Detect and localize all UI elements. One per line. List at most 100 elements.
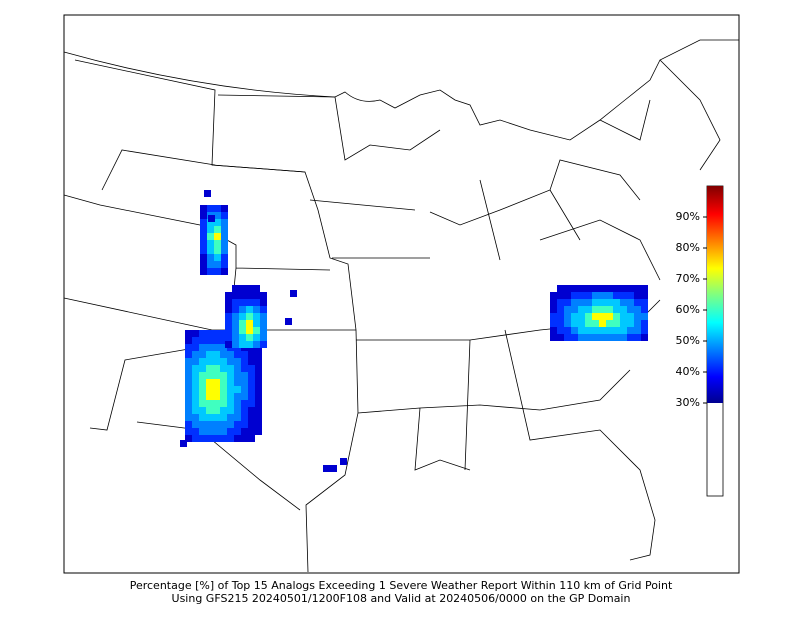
cell xyxy=(599,313,606,320)
cell xyxy=(260,306,267,313)
cell xyxy=(185,330,192,337)
colorbar-tick-label: 50% xyxy=(676,334,700,347)
cell xyxy=(641,320,648,327)
cell xyxy=(221,240,228,247)
cell xyxy=(585,306,592,313)
cell xyxy=(620,285,627,292)
cell xyxy=(246,320,253,327)
cell xyxy=(199,351,206,358)
cell xyxy=(592,299,599,306)
colorbar-tick-label: 80% xyxy=(676,241,700,254)
cell xyxy=(185,344,192,351)
cell xyxy=(232,285,239,292)
cell xyxy=(220,344,227,351)
cell xyxy=(627,306,634,313)
cell xyxy=(206,393,213,400)
cell xyxy=(578,285,585,292)
cell xyxy=(208,215,215,222)
cell xyxy=(620,306,627,313)
cell xyxy=(248,414,255,421)
cell xyxy=(220,379,227,386)
cell xyxy=(185,435,192,442)
colorbar-tick-label: 40% xyxy=(676,365,700,378)
cell xyxy=(234,379,241,386)
cell xyxy=(255,407,262,414)
cell xyxy=(260,292,267,299)
cell xyxy=(192,435,199,442)
colorbar-ticks: 30% 40% 50% 60% 70% 80% 90% xyxy=(676,210,707,409)
cell xyxy=(571,320,578,327)
cell xyxy=(248,421,255,428)
cell xyxy=(613,285,620,292)
cell xyxy=(199,428,206,435)
cell xyxy=(213,435,220,442)
cell xyxy=(634,320,641,327)
cell xyxy=(248,435,255,442)
cell xyxy=(185,379,192,386)
cell xyxy=(239,299,246,306)
cell xyxy=(234,428,241,435)
caption-line: Percentage [%] of Top 15 Analogs Exceedi… xyxy=(130,579,673,592)
cell xyxy=(253,341,260,348)
cell xyxy=(200,254,207,261)
cell xyxy=(220,386,227,393)
cell xyxy=(248,379,255,386)
cell xyxy=(578,320,585,327)
cell xyxy=(627,327,634,334)
cell xyxy=(232,341,239,348)
cell xyxy=(620,327,627,334)
cell xyxy=(578,327,585,334)
cell xyxy=(599,320,606,327)
cell xyxy=(221,254,228,261)
cell xyxy=(634,285,641,292)
cell xyxy=(227,372,234,379)
cell xyxy=(246,306,253,313)
cell xyxy=(234,421,241,428)
cell xyxy=(207,240,214,247)
cell xyxy=(214,219,221,226)
cell xyxy=(606,299,613,306)
cell xyxy=(239,306,246,313)
cell xyxy=(199,330,206,337)
cell xyxy=(260,299,267,306)
cell xyxy=(571,299,578,306)
cell xyxy=(192,407,199,414)
cell xyxy=(571,285,578,292)
cell xyxy=(241,358,248,365)
cell xyxy=(227,379,234,386)
cell xyxy=(578,299,585,306)
cell xyxy=(192,386,199,393)
cell xyxy=(207,261,214,268)
cell xyxy=(225,341,232,348)
cell xyxy=(599,327,606,334)
cell xyxy=(206,358,213,365)
cell xyxy=(214,261,221,268)
cell xyxy=(571,306,578,313)
cell xyxy=(592,313,599,320)
cell xyxy=(634,299,641,306)
cell xyxy=(185,351,192,358)
cell xyxy=(592,285,599,292)
cell xyxy=(206,344,213,351)
cell xyxy=(227,386,234,393)
cell xyxy=(234,358,241,365)
cell xyxy=(613,292,620,299)
cell xyxy=(220,435,227,442)
cell xyxy=(241,428,248,435)
colorbar-tick-label: 30% xyxy=(676,396,700,409)
cell xyxy=(192,414,199,421)
cell xyxy=(641,299,648,306)
cell xyxy=(221,268,228,275)
cell xyxy=(199,407,206,414)
cell xyxy=(253,313,260,320)
cell xyxy=(225,334,232,341)
cell xyxy=(620,292,627,299)
cell xyxy=(599,285,606,292)
cell xyxy=(199,435,206,442)
cell xyxy=(260,327,267,334)
cell xyxy=(185,428,192,435)
cell xyxy=(232,320,239,327)
cell xyxy=(207,247,214,254)
cell xyxy=(255,365,262,372)
cell xyxy=(200,247,207,254)
